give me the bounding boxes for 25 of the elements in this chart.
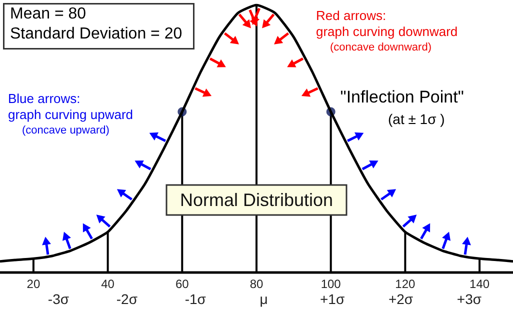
x-tick-label: 100 [320, 277, 342, 291]
annotation: "Inflection Point" [340, 87, 464, 106]
text: +2σ [388, 291, 414, 307]
text: μ [260, 291, 268, 307]
text: -1σ [184, 291, 206, 307]
annotation: (concave upward) [22, 124, 110, 136]
annotation: Red arrows: [316, 8, 386, 23]
annotation: Mean = 80 [10, 6, 86, 22]
annotation: (concave downward) [330, 42, 432, 54]
x-tick-label: 60 [175, 277, 190, 291]
annotation: graph curving upward [8, 107, 134, 122]
x-tick-label: 80 [250, 277, 264, 291]
text: -2σ [116, 291, 138, 307]
annotation: Standard Deviation = 20 [10, 26, 182, 42]
text: +1σ [320, 291, 345, 307]
text: -3σ [48, 291, 70, 307]
x-tick-label: 120 [395, 277, 416, 291]
text: Normal Distribution [180, 190, 334, 210]
x-tick-label: 140 [470, 277, 490, 291]
annotation: (at ± 1σ ) [388, 111, 445, 127]
annotation: graph curving downward [316, 24, 458, 39]
x-tick-label: 20 [26, 277, 40, 291]
annotation: Blue arrows: [8, 91, 80, 106]
text: +3σ [456, 291, 482, 307]
x-tick-label: 40 [101, 277, 115, 291]
